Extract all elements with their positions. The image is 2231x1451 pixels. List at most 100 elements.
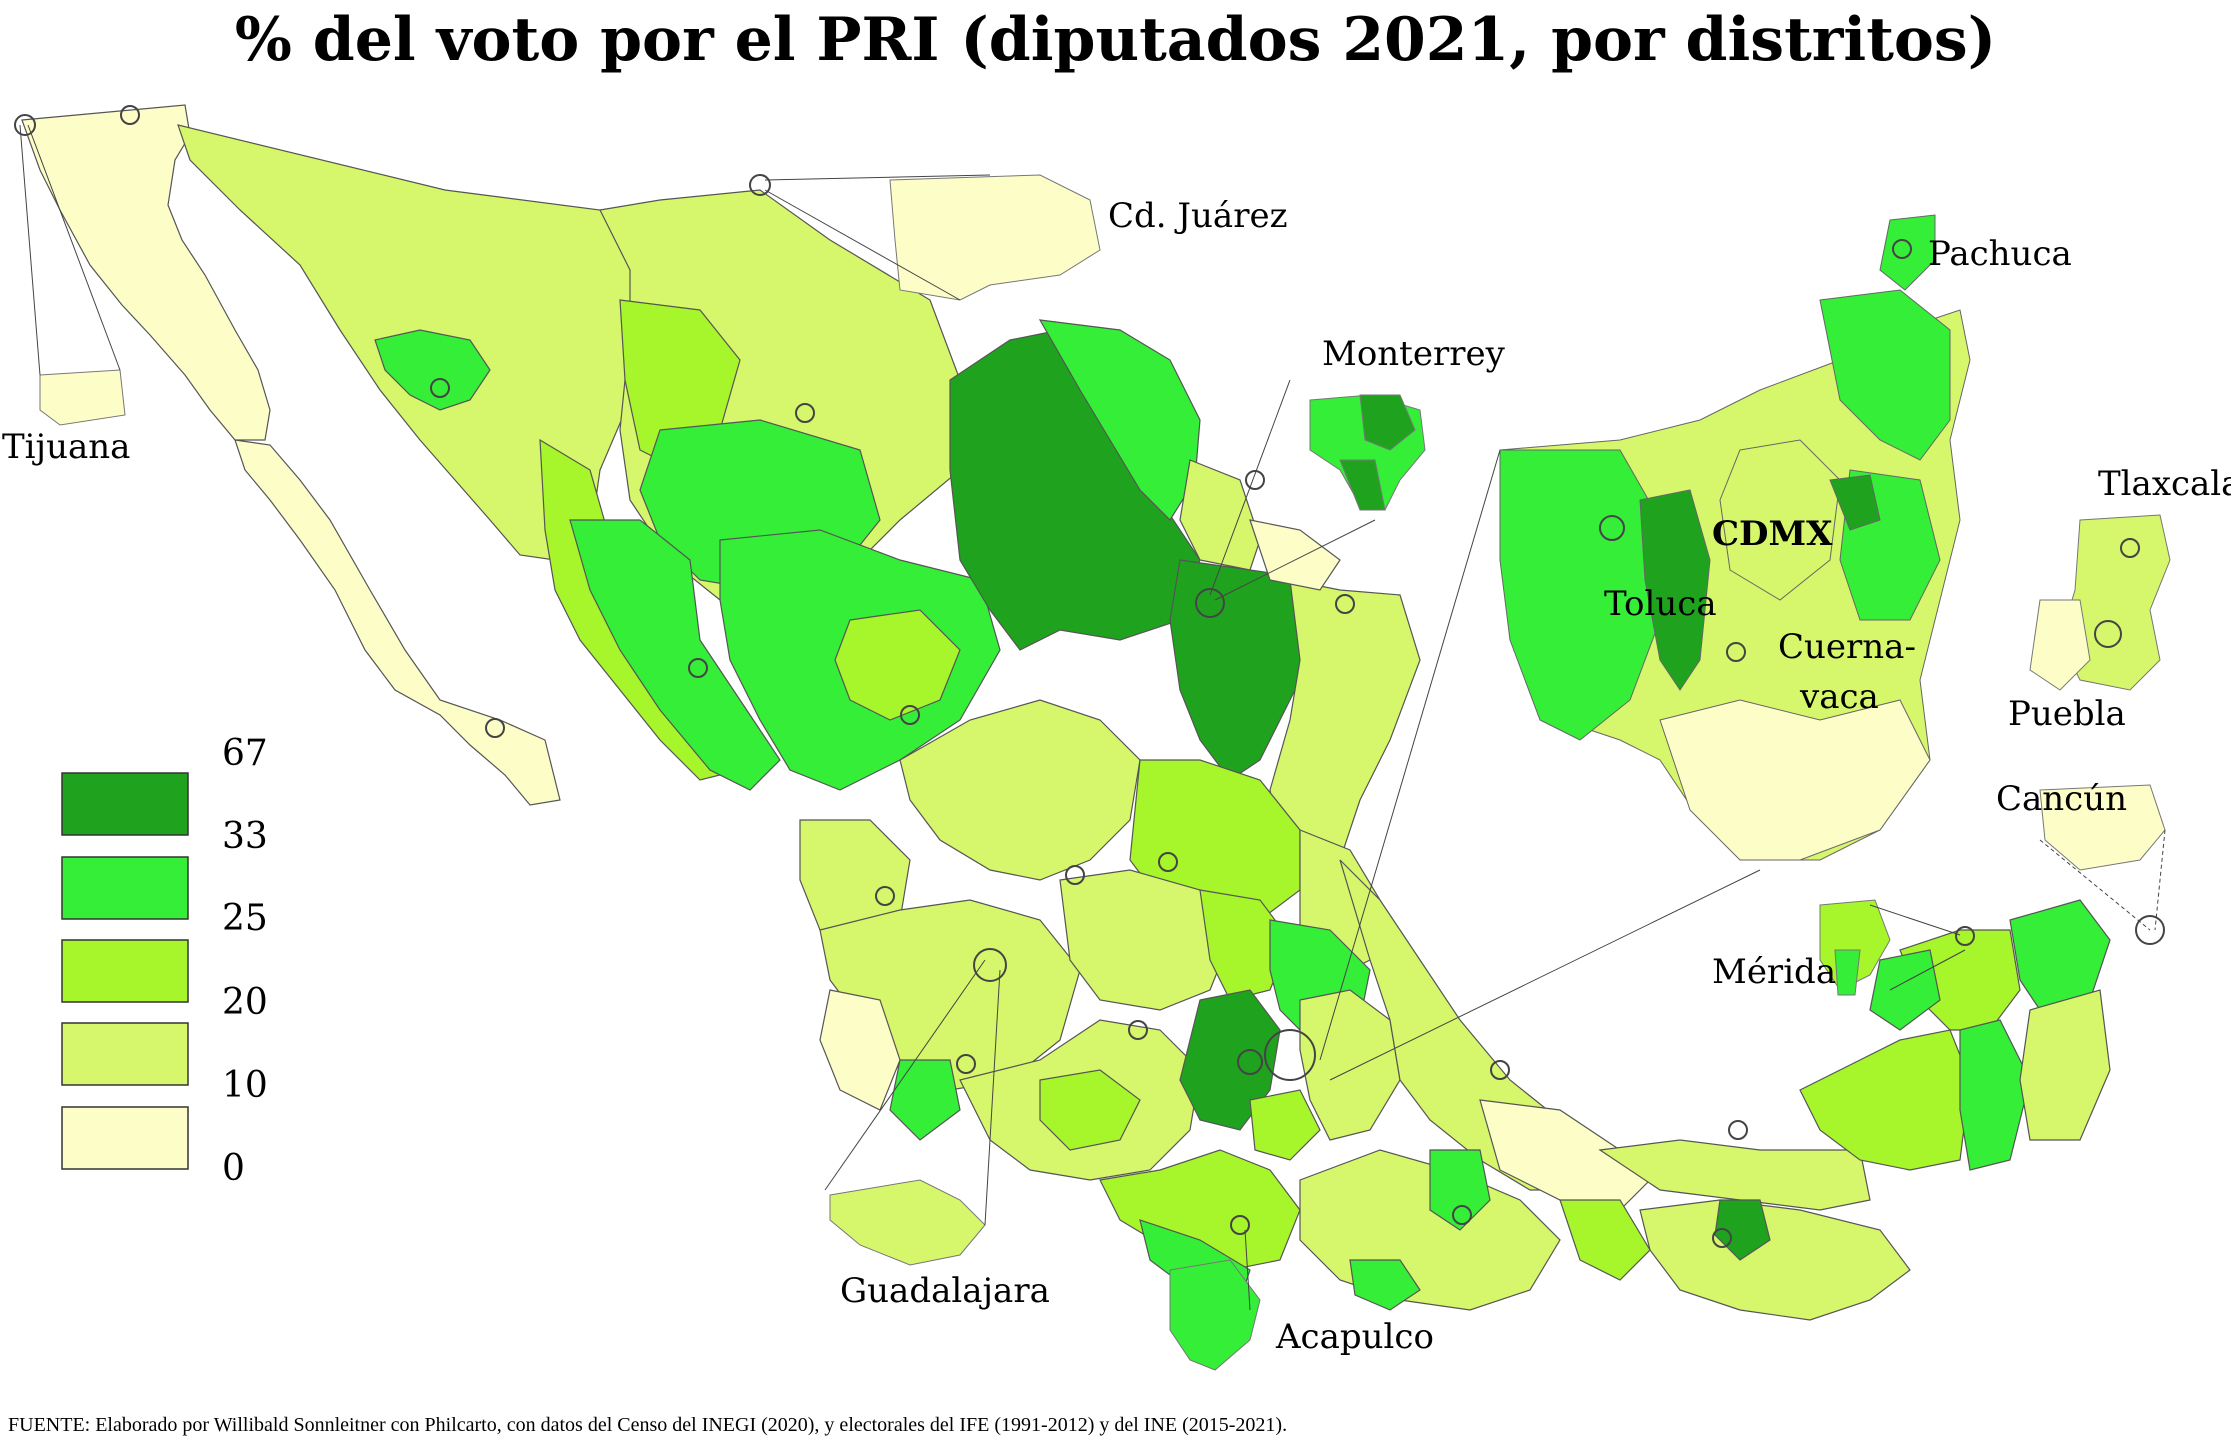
marker-durango bbox=[900, 705, 920, 725]
region-sonora-hermosillo bbox=[374, 329, 491, 411]
marker-morelia bbox=[956, 1054, 976, 1074]
marker-guadalajara bbox=[973, 948, 1007, 982]
label-monterrey: Monterrey bbox=[1322, 334, 1506, 374]
region-sinaloa-coast bbox=[569, 519, 781, 791]
marker-cd-juarez bbox=[749, 174, 771, 196]
inset-tijuana-shape bbox=[39, 369, 126, 426]
marker-hermosillo bbox=[430, 378, 450, 398]
marker-ciudad-victoria bbox=[1335, 594, 1355, 614]
inset-cancun-shape bbox=[2039, 784, 2166, 871]
inset-guadalajara-leader-b bbox=[984, 969, 1001, 1226]
city-labels: Tijuana Cd. Juárez Monterrey Pachuca Tla… bbox=[2, 196, 2231, 1357]
inset-cdmx-dark-2 bbox=[1829, 474, 1881, 531]
inset-cdmx-toluca bbox=[1639, 489, 1711, 691]
region-quintana-roo bbox=[1959, 1019, 2031, 1171]
inset-cancun-leader-a bbox=[2039, 839, 2151, 931]
inset-cdmx-core bbox=[1719, 439, 1841, 601]
inset-merida-leader-a bbox=[1869, 904, 1961, 936]
region-campeche-north bbox=[1869, 949, 1941, 1031]
marker-culiacan bbox=[688, 658, 708, 678]
region-coahuila-east bbox=[1038, 319, 1201, 521]
inset-guadalajara bbox=[824, 959, 1001, 1266]
marker-pachuca bbox=[1892, 239, 1912, 259]
label-cuernavaca-2: vaca bbox=[1799, 677, 1879, 717]
inset-monterrey bbox=[1209, 379, 1426, 601]
region-tamaulipas-north bbox=[1249, 519, 1341, 591]
label-guadalajara: Guadalajara bbox=[840, 1271, 1050, 1311]
inset-cancun-leader-b bbox=[2154, 829, 2166, 931]
marker-slp bbox=[1158, 852, 1178, 872]
mexico-main-map bbox=[21, 104, 2111, 1321]
label-pachuca: Pachuca bbox=[1928, 234, 2072, 274]
inset-tlaxcala-puebla bbox=[2029, 514, 2171, 691]
label-tlaxcala: Tlaxcala bbox=[2098, 464, 2231, 504]
label-puebla: Puebla bbox=[2008, 694, 2126, 734]
label-cd-juarez: Cd. Juárez bbox=[1108, 196, 1287, 236]
marker-leon bbox=[1128, 1020, 1148, 1040]
inset-tijuana bbox=[19, 124, 126, 426]
legend-break-3: 20 bbox=[222, 982, 268, 1023]
region-puebla bbox=[1299, 989, 1401, 1141]
region-campeche bbox=[1799, 1029, 1971, 1171]
marker-toluca bbox=[1237, 1049, 1263, 1075]
legend-break-2: 25 bbox=[222, 898, 268, 939]
inset-monterrey-leader-b bbox=[1214, 519, 1376, 601]
region-guanajuato bbox=[1059, 869, 1231, 1011]
region-jalisco-south bbox=[819, 989, 901, 1111]
region-queretaro bbox=[1199, 889, 1291, 1001]
marker-acapulco bbox=[1230, 1215, 1250, 1235]
legend-swatch-20-25 bbox=[61, 939, 189, 1003]
inset-cancun bbox=[2039, 784, 2166, 931]
inset-acapulco bbox=[1169, 1229, 1261, 1371]
inset-cdmx bbox=[1319, 214, 1971, 1081]
legend: 67 33 25 20 10 0 bbox=[61, 733, 268, 1189]
region-baja-california bbox=[21, 104, 271, 441]
region-oaxaca-coast bbox=[1349, 1259, 1421, 1311]
label-tijuana: Tijuana bbox=[2, 427, 130, 467]
legend-break-0: 67 bbox=[222, 733, 268, 774]
marker-mexicali bbox=[120, 105, 140, 125]
inset-merida bbox=[1819, 899, 1966, 996]
marker-tuxtla bbox=[1712, 1228, 1732, 1248]
label-merida: Mérida bbox=[1712, 952, 1836, 992]
label-cancun: Cancún bbox=[1996, 779, 2127, 819]
label-cdmx: CDMX bbox=[1712, 514, 1833, 554]
inset-cdmx-leader-a bbox=[1319, 449, 1501, 1061]
inset-guadalajara-shape bbox=[829, 1179, 986, 1266]
marker-veracruz bbox=[1490, 1060, 1510, 1080]
region-quintana-roo-east bbox=[2019, 989, 2111, 1141]
marker-merida bbox=[1955, 926, 1975, 946]
inset-acapulco-shape bbox=[1169, 1259, 1261, 1371]
inset-cdmx-leader-b bbox=[1329, 869, 1761, 1081]
region-tabasco bbox=[1598, 1139, 1871, 1211]
inset-cdmx-pachuca bbox=[1879, 214, 1936, 291]
legend-swatch-33-67 bbox=[61, 772, 189, 836]
source-note: FUENTE: Elaborado por Willibald Sonnleit… bbox=[8, 1414, 1288, 1436]
inset-cd-juarez-shape bbox=[889, 174, 1101, 301]
region-chiapas bbox=[1639, 1199, 1911, 1321]
inset-cdmx-west bbox=[1499, 449, 1661, 741]
marker-tijuana bbox=[14, 114, 36, 136]
map-title: % del voto por el PRI (diputados 2021, p… bbox=[234, 5, 1997, 75]
marker-monterrey bbox=[1195, 588, 1225, 618]
marker-cdmx-inset-toluca bbox=[1599, 515, 1625, 541]
inset-cdmx-south bbox=[1659, 699, 1931, 861]
city-markers bbox=[14, 105, 2165, 1248]
label-acapulco: Acapulco bbox=[1275, 1317, 1434, 1357]
marker-tlaxcala bbox=[2120, 538, 2140, 558]
marker-puebla bbox=[2094, 620, 2122, 648]
region-durango-center bbox=[834, 609, 961, 721]
region-nuevo-leon-north bbox=[1179, 459, 1261, 571]
region-baja-california-sur bbox=[234, 439, 561, 806]
inset-acapulco-leader-a bbox=[1244, 1229, 1251, 1311]
legend-break-1: 33 bbox=[222, 816, 268, 857]
marker-aguascalientes bbox=[1065, 865, 1085, 885]
inset-tijuana-leader-b bbox=[27, 124, 121, 371]
inset-tijuana-leader-a bbox=[19, 124, 41, 376]
region-veracruz-south bbox=[1479, 1099, 1651, 1211]
inset-puebla-shape bbox=[2029, 599, 2091, 691]
region-colima bbox=[889, 1059, 961, 1141]
region-oaxaca-east bbox=[1559, 1199, 1651, 1281]
marker-cdmx bbox=[1264, 1029, 1316, 1081]
label-toluca: Toluca bbox=[1604, 584, 1717, 624]
